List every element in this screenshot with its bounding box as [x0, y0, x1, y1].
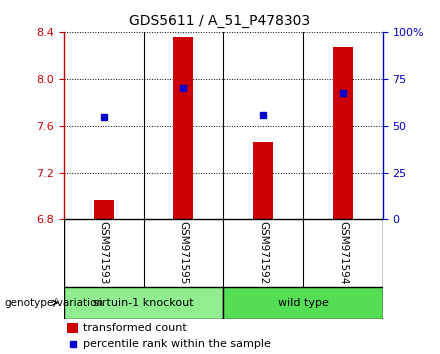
Text: genotype/variation: genotype/variation	[4, 298, 103, 308]
Bar	[94, 200, 114, 219]
Text: GSM971592: GSM971592	[258, 221, 268, 285]
Text: GDS5611 / A_51_P478303: GDS5611 / A_51_P478303	[129, 14, 311, 28]
Bar	[333, 47, 353, 219]
Text: GSM971593: GSM971593	[99, 221, 109, 285]
Text: sirtuin-1 knockout: sirtuin-1 knockout	[93, 298, 194, 308]
Bar	[253, 142, 273, 219]
Text: percentile rank within the sample: percentile rank within the sample	[83, 339, 271, 349]
Bar	[224, 287, 383, 319]
Bar	[64, 287, 224, 319]
Bar	[173, 36, 194, 219]
Text: transformed count: transformed count	[83, 323, 187, 333]
FancyArrowPatch shape	[53, 301, 57, 305]
Text: GSM971594: GSM971594	[338, 221, 348, 285]
Text: GSM971595: GSM971595	[179, 221, 188, 285]
Text: wild type: wild type	[278, 298, 329, 308]
Bar	[67, 324, 78, 333]
